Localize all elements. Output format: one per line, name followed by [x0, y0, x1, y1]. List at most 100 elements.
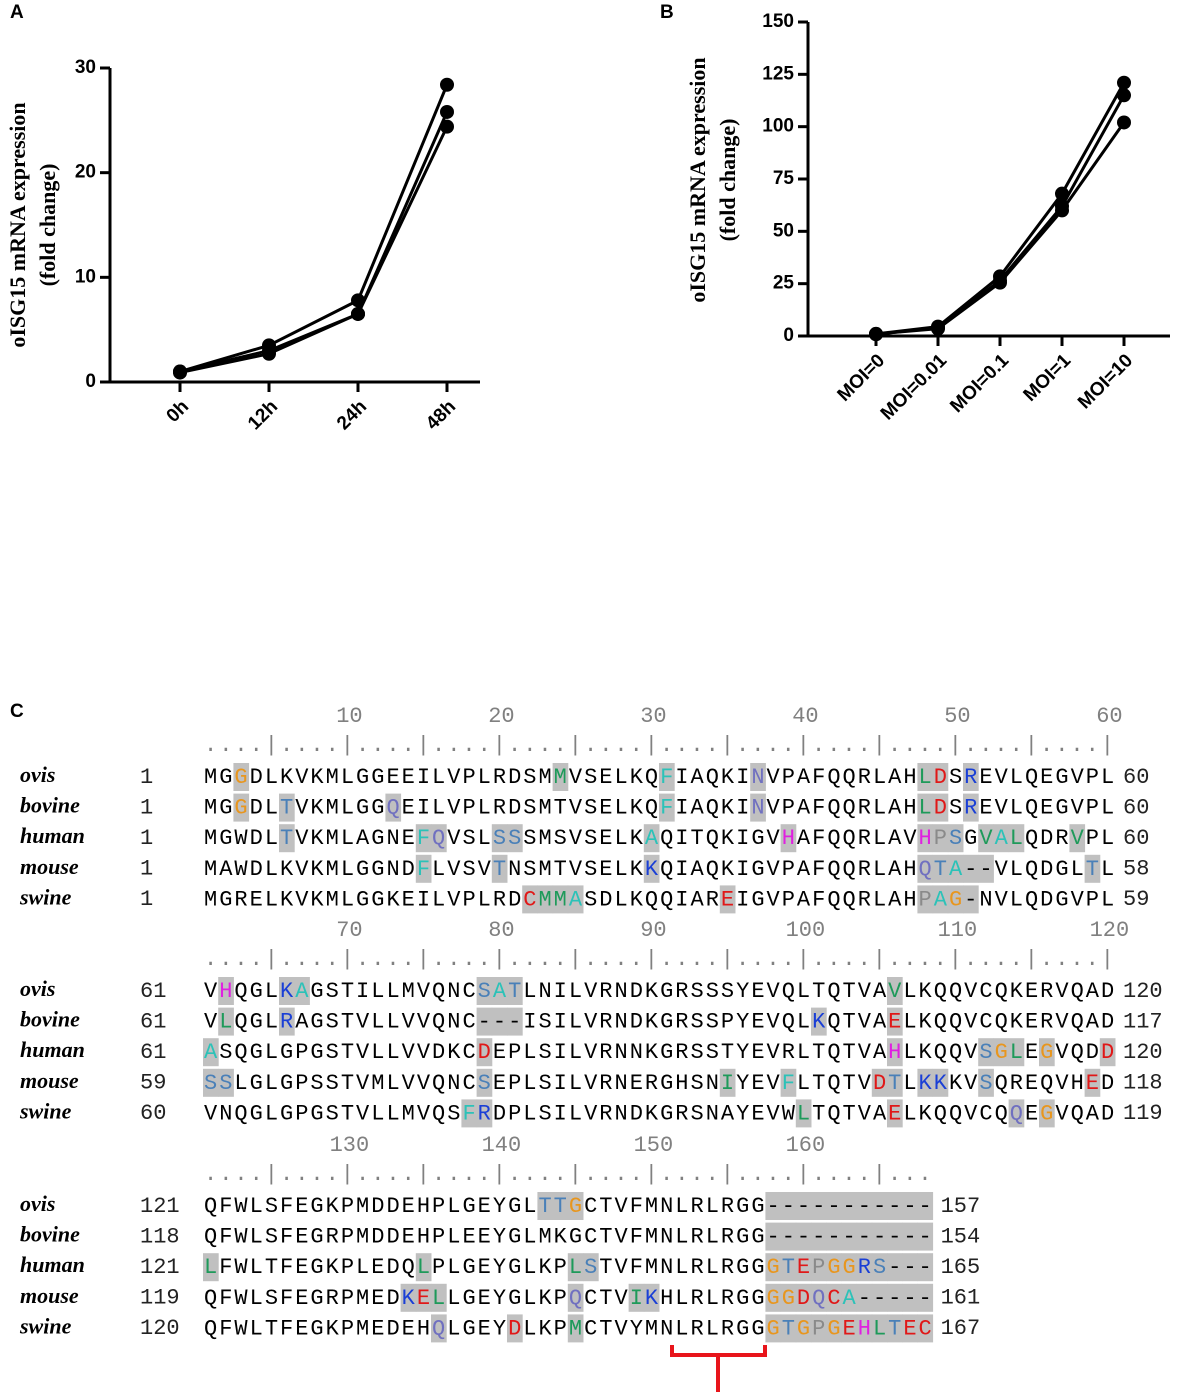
residue: Q	[706, 857, 721, 882]
residue: V	[614, 1255, 629, 1280]
start-number: 1	[140, 887, 153, 912]
residue: R	[1055, 826, 1070, 851]
shade	[871, 1192, 888, 1220]
residue: F	[280, 1224, 295, 1249]
shade	[507, 1314, 523, 1343]
residue: G	[371, 765, 386, 790]
residue: K	[645, 1286, 660, 1311]
residue: P	[812, 1255, 827, 1280]
residue: P	[432, 1194, 447, 1219]
residue: E	[599, 765, 614, 790]
residue: R	[280, 1009, 295, 1034]
residue: C	[462, 1009, 477, 1034]
residue: G	[995, 1040, 1010, 1065]
residue: A	[797, 887, 812, 912]
residue: W	[234, 1316, 249, 1341]
residue: S	[493, 826, 508, 851]
residue: V	[964, 1040, 979, 1065]
shade	[567, 1283, 584, 1312]
residue: G	[371, 826, 386, 851]
residue: L	[1010, 826, 1025, 851]
residue: L	[447, 1194, 462, 1219]
residue: P	[919, 887, 934, 912]
shade	[826, 1222, 842, 1251]
start-number: 60	[140, 1101, 166, 1126]
shade	[507, 977, 523, 1005]
residue: K	[326, 1194, 341, 1219]
ruler-mark: .	[812, 947, 825, 972]
ruler-mark: .	[630, 733, 643, 758]
shade	[552, 763, 569, 791]
ruler-mark: |	[645, 947, 658, 972]
residue: K	[310, 887, 325, 912]
ruler-mark: .	[204, 1162, 217, 1187]
ruler-number: 10	[336, 704, 362, 729]
ruler-mark: .	[402, 733, 415, 758]
residue: L	[1010, 765, 1025, 790]
ruler-mark: |	[493, 1162, 506, 1187]
residue: V	[888, 979, 903, 1004]
residue: I	[417, 887, 432, 912]
panel-label: A	[10, 2, 24, 23]
residue: E	[599, 826, 614, 851]
residue: L	[569, 1101, 584, 1126]
shade	[871, 1068, 888, 1097]
shade	[431, 1283, 447, 1312]
ruler-mark: .	[1010, 733, 1023, 758]
residue: K	[919, 1040, 934, 1065]
residue: G	[660, 1071, 675, 1096]
residue: T	[843, 1071, 858, 1096]
residue: -	[888, 1224, 903, 1249]
shade	[476, 1068, 493, 1097]
residue: Q	[660, 887, 675, 912]
residue: V	[1055, 1040, 1070, 1065]
ruler-mark: .	[614, 947, 627, 972]
end-number: 119	[1123, 1101, 1163, 1126]
residue: S	[326, 1071, 341, 1096]
residue: V	[204, 979, 219, 1004]
residue: F	[219, 1224, 234, 1249]
residue: T	[843, 1009, 858, 1034]
ruler-mark: .	[478, 733, 491, 758]
residue: Q	[1025, 765, 1040, 790]
residue: V	[417, 1009, 432, 1034]
residue: V	[417, 1040, 432, 1065]
residue: K	[538, 1255, 553, 1280]
residue: N	[751, 765, 766, 790]
residue: R	[858, 826, 873, 851]
residue: V	[584, 1071, 599, 1096]
residue: E	[386, 765, 401, 790]
shade	[795, 1099, 812, 1128]
residue: P	[341, 1316, 356, 1341]
residue: K	[538, 1286, 553, 1311]
ruler-mark: .	[979, 733, 992, 758]
residue: L	[250, 1224, 265, 1249]
residue: V	[569, 765, 584, 790]
residue: L	[386, 1040, 401, 1065]
residue: -	[919, 1224, 934, 1249]
shade	[917, 1192, 934, 1220]
residue: S	[706, 979, 721, 1004]
shade	[719, 885, 736, 914]
residue: K	[630, 887, 645, 912]
shade	[917, 1314, 934, 1343]
residue: V	[356, 1071, 371, 1096]
residue: L	[447, 1286, 462, 1311]
residue: G	[280, 1071, 295, 1096]
end-number: 120	[1123, 979, 1163, 1004]
residue: V	[767, 1071, 782, 1096]
residue: -	[493, 1009, 508, 1034]
residue: G	[1055, 795, 1070, 820]
residue: A	[1086, 1101, 1101, 1126]
residue: K	[645, 1101, 660, 1126]
shade	[507, 824, 523, 853]
residue: Q	[1071, 1101, 1086, 1126]
ruler-mark: |	[417, 733, 430, 758]
residue: Q	[645, 765, 660, 790]
sequence: LFWLTFEGKPLEDQLPLGEYGLKPLSTVFMNLRLRGGGTE…	[204, 1255, 934, 1280]
residue: A	[691, 765, 706, 790]
ruler-mark: .	[538, 947, 551, 972]
ruler-mark: .	[508, 947, 521, 972]
residue: Q	[1025, 826, 1040, 851]
ruler-mark: .	[1070, 733, 1083, 758]
